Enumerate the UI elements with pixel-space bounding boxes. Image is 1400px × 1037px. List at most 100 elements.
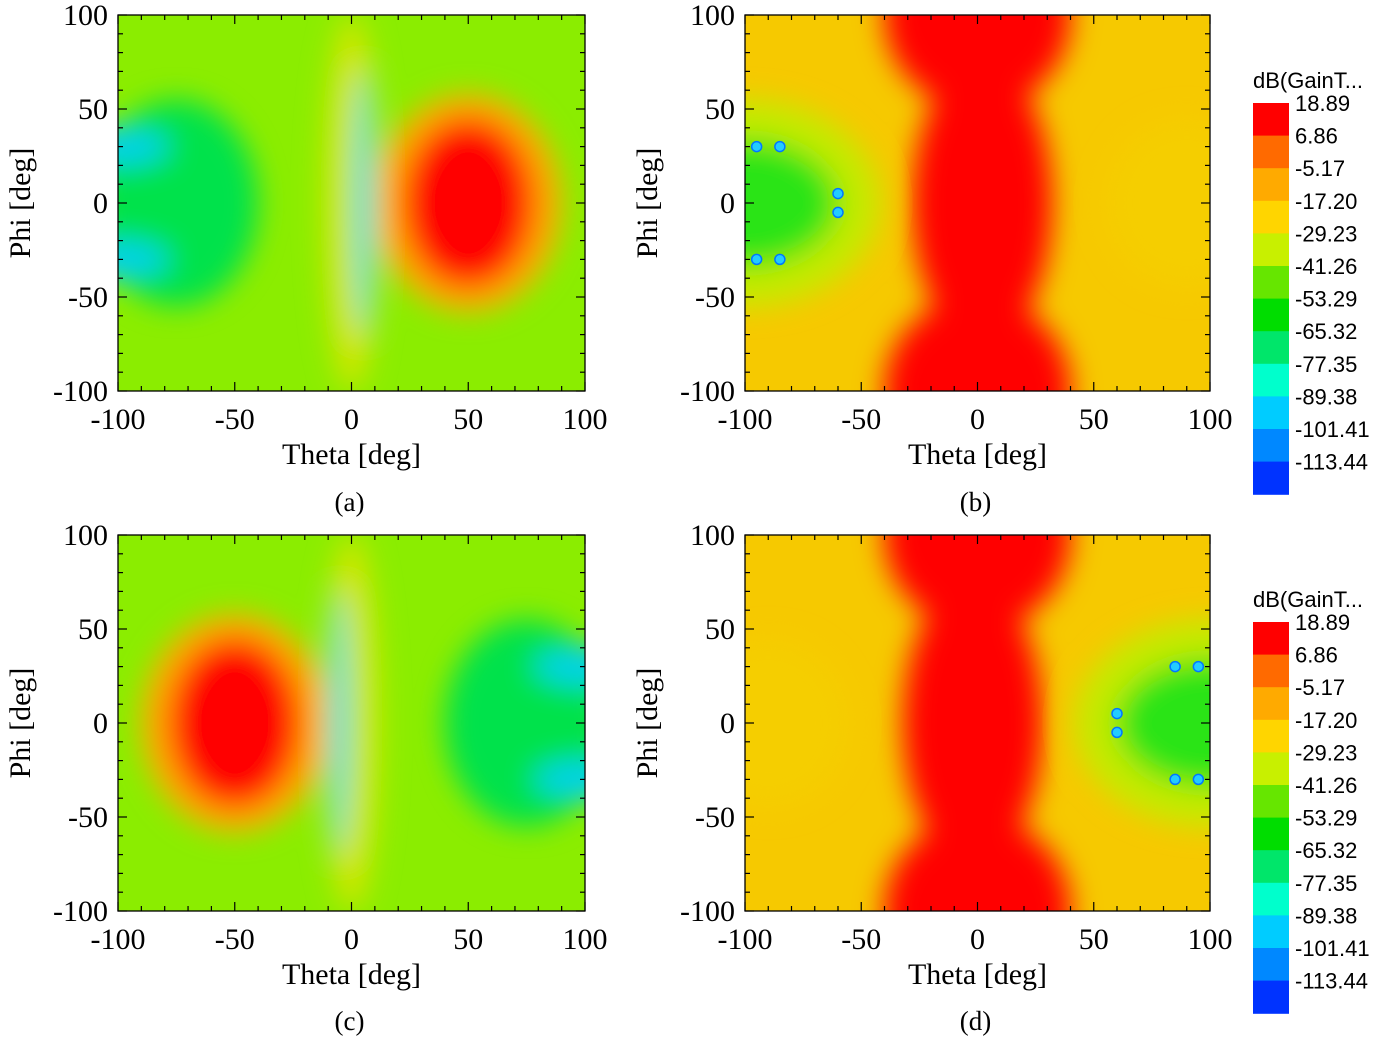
x-axis-label: Theta [deg] <box>282 958 421 991</box>
colorbar-swatch <box>1253 233 1289 267</box>
x-tick-label: 50 <box>1079 923 1109 956</box>
colorbar-level-label: -29.23 <box>1295 740 1357 765</box>
heatmap-region <box>533 760 585 799</box>
y-tick-label: -50 <box>695 801 735 834</box>
colorbar-swatch <box>1253 785 1289 819</box>
heatmap-field <box>745 535 1210 911</box>
chart-panel-3: -100 -50 0 50 100 100 50 0 -50 -100 Theta [deg] Phi… <box>4 519 608 1036</box>
null-marker <box>832 206 844 219</box>
panel-label: (b) <box>960 487 991 517</box>
x-tick-label: 0 <box>970 403 985 436</box>
heatmap-field <box>118 535 585 911</box>
colorbar-swatch <box>1253 980 1289 1014</box>
y-tick-label: 0 <box>720 707 735 740</box>
heatmap-region <box>402 118 534 288</box>
colorbar-level-label: -53.29 <box>1295 806 1357 831</box>
y-tick-label: -100 <box>53 895 108 928</box>
heatmap-region <box>169 638 301 808</box>
x-axis-label: Theta [deg] <box>908 438 1047 471</box>
chart-panel-4: -100 -50 0 50 100 100 50 0 -50 -100 Theta [deg] Phi… <box>631 519 1370 1036</box>
y-tick-label: 100 <box>63 519 108 552</box>
colorbar-swatch <box>1253 363 1289 397</box>
y-tick-label: 100 <box>690 519 735 552</box>
heatmap-region <box>1117 659 1210 787</box>
null-marker <box>774 253 786 266</box>
colorbar-swatch <box>1253 850 1289 884</box>
colorbar-level-label: -41.26 <box>1295 254 1357 279</box>
x-tick-label: -50 <box>841 923 881 956</box>
colorbar-level-label: -77.35 <box>1295 871 1357 896</box>
y-tick-label: 50 <box>705 613 735 646</box>
colorbar-level-label: -65.32 <box>1295 838 1357 863</box>
panel-label: (a) <box>335 487 365 517</box>
x-tick-label: -100 <box>718 923 773 956</box>
colorbar-swatch <box>1253 817 1289 851</box>
colorbar-swatch <box>1253 915 1289 949</box>
colorbar-swatch <box>1253 396 1289 430</box>
y-tick-label: -50 <box>68 281 108 314</box>
colorbar-swatch <box>1253 654 1289 688</box>
colorbar: dB(GainT...18.89 6.86 -5.17 -17.20 -29.23 -41… <box>1253 68 1370 495</box>
colorbar-level-label: -101.41 <box>1295 417 1370 442</box>
heatmap-region <box>884 15 1071 109</box>
colorbar-swatch <box>1253 200 1289 234</box>
y-tick-label: 100 <box>63 0 108 32</box>
colorbar-swatch <box>1253 103 1289 137</box>
y-tick-label: -100 <box>680 895 735 928</box>
y-tick-label: 0 <box>720 187 735 220</box>
heatmap-region <box>118 240 170 279</box>
x-tick-label: 50 <box>453 403 483 436</box>
null-marker <box>750 140 763 153</box>
x-axis-label: Theta [deg] <box>282 438 421 471</box>
null-marker <box>832 187 844 200</box>
y-tick-label: 50 <box>78 613 108 646</box>
colorbar-level-label: -29.23 <box>1295 221 1357 246</box>
colorbar-swatch <box>1253 882 1289 916</box>
x-tick-label: 50 <box>1079 403 1109 436</box>
colorbar-level-label: -17.20 <box>1295 708 1357 733</box>
x-tick-label: -100 <box>91 923 146 956</box>
heatmap-field <box>745 15 1210 391</box>
colorbar-level-label: -89.38 <box>1295 903 1357 928</box>
y-tick-label: 0 <box>93 187 108 220</box>
x-tick-label: -100 <box>91 403 146 436</box>
y-tick-label: -100 <box>680 375 735 408</box>
y-tick-label: 50 <box>78 93 108 126</box>
colorbar-swatch <box>1253 266 1289 300</box>
x-tick-label: -50 <box>215 923 255 956</box>
y-tick-label: 100 <box>690 0 735 32</box>
null-marker <box>774 140 786 153</box>
colorbar-level-label: -101.41 <box>1295 936 1370 961</box>
colorbar-level-label: -113.44 <box>1295 969 1368 994</box>
colorbar-level-label: -17.20 <box>1295 189 1357 214</box>
colorbar-swatch <box>1253 752 1289 786</box>
x-tick-label: -100 <box>718 403 773 436</box>
colorbar-level-label: 6.86 <box>1295 124 1338 149</box>
colorbar-swatch <box>1253 948 1289 982</box>
y-tick-label: -50 <box>68 801 108 834</box>
y-axis-label: Phi [deg] <box>631 668 664 779</box>
heatmap-region <box>903 582 1043 864</box>
colorbar-swatch <box>1253 429 1289 463</box>
heatmap-region <box>330 591 350 855</box>
colorbar-level-label: -89.38 <box>1295 384 1357 409</box>
colorbar-level-label: 18.89 <box>1295 610 1350 635</box>
colorbar-title: dB(GainT... <box>1253 587 1363 612</box>
chart-panel-1: -100 -50 0 50 100 100 50 0 -50 -100 Theta [deg] Phi… <box>4 0 608 517</box>
x-tick-label: 0 <box>344 923 359 956</box>
null-marker <box>1169 660 1181 673</box>
null-marker <box>1111 726 1123 739</box>
x-tick-label: 100 <box>563 923 608 956</box>
y-axis-label: Phi [deg] <box>631 148 664 259</box>
x-tick-label: 100 <box>1188 923 1233 956</box>
x-axis-label: Theta [deg] <box>908 958 1047 991</box>
x-tick-label: -50 <box>841 403 881 436</box>
heatmap-region <box>884 535 1071 629</box>
null-marker <box>1111 707 1123 720</box>
colorbar-level-label: -5.17 <box>1295 675 1345 700</box>
y-tick-label: 50 <box>705 93 735 126</box>
x-tick-label: 100 <box>563 403 608 436</box>
colorbar-swatch <box>1253 461 1289 495</box>
null-marker <box>1169 773 1181 786</box>
